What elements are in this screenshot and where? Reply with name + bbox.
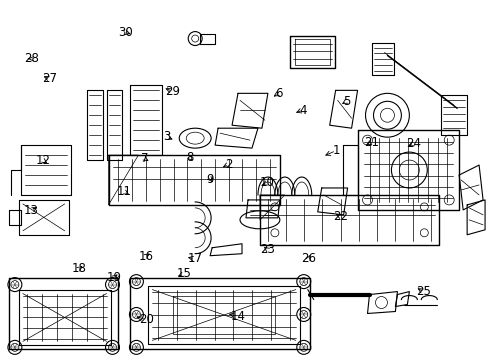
Text: 21: 21 xyxy=(363,136,378,149)
Text: 15: 15 xyxy=(176,267,191,280)
Text: 2: 2 xyxy=(224,158,232,171)
Text: 19: 19 xyxy=(106,271,121,284)
Text: 30: 30 xyxy=(118,26,132,39)
Text: 25: 25 xyxy=(415,285,430,298)
Text: 9: 9 xyxy=(206,173,214,186)
Text: 17: 17 xyxy=(187,252,202,265)
Text: 11: 11 xyxy=(116,185,131,198)
Text: 1: 1 xyxy=(332,144,339,157)
Text: 13: 13 xyxy=(23,204,39,217)
Text: 4: 4 xyxy=(299,104,306,117)
Text: 12: 12 xyxy=(35,154,50,167)
Text: 8: 8 xyxy=(186,151,193,164)
Text: 6: 6 xyxy=(274,87,282,100)
Text: 28: 28 xyxy=(23,52,39,65)
Text: 16: 16 xyxy=(138,249,153,262)
Text: 5: 5 xyxy=(343,95,350,108)
Text: 29: 29 xyxy=(164,85,180,98)
Text: 18: 18 xyxy=(71,262,86,275)
Text: 20: 20 xyxy=(139,312,153,326)
Text: 14: 14 xyxy=(231,310,245,323)
Text: 24: 24 xyxy=(406,137,421,150)
Text: 10: 10 xyxy=(259,176,274,189)
Text: 26: 26 xyxy=(301,252,316,265)
Text: 27: 27 xyxy=(42,72,57,85)
Text: 7: 7 xyxy=(141,152,148,165)
Text: 3: 3 xyxy=(163,130,170,144)
Text: 23: 23 xyxy=(260,243,275,256)
Text: 22: 22 xyxy=(333,210,348,223)
